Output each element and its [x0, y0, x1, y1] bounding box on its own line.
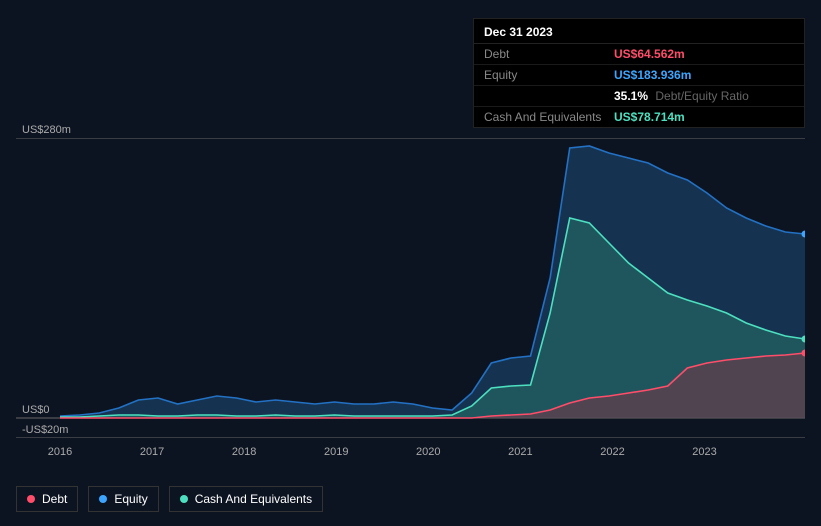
y-label-max: US$280m: [22, 124, 71, 136]
x-label: 2019: [324, 446, 348, 458]
circle-icon: [99, 495, 107, 503]
legend-label: Equity: [114, 492, 147, 506]
tooltip-label: Cash And Equivalents: [484, 110, 614, 124]
x-label: 2023: [692, 446, 716, 458]
circle-icon: [180, 495, 188, 503]
x-label: 2016: [48, 446, 72, 458]
chart-legend: Debt Equity Cash And Equivalents: [16, 486, 323, 512]
x-label: 2017: [140, 446, 164, 458]
tooltip-value: US$64.562m: [614, 47, 685, 61]
legend-label: Cash And Equivalents: [195, 492, 312, 506]
legend-item-cash[interactable]: Cash And Equivalents: [169, 486, 323, 512]
tooltip-label: Debt: [484, 47, 614, 61]
tooltip-ratio-pct: 35.1%: [614, 89, 648, 103]
circle-icon: [27, 495, 35, 503]
tooltip-value: US$78.714m: [614, 110, 685, 124]
tooltip-label: [484, 89, 614, 103]
x-label: 2018: [232, 446, 256, 458]
tooltip-row-equity: Equity US$183.936m: [474, 65, 804, 86]
legend-label: Debt: [42, 492, 67, 506]
tooltip-row-ratio: 35.1% Debt/Equity Ratio: [474, 86, 804, 107]
tooltip-date: Dec 31 2023: [474, 19, 804, 44]
tooltip-row-debt: Debt US$64.562m: [474, 44, 804, 65]
chart-plot[interactable]: [16, 138, 805, 438]
tooltip-ratio-label: Debt/Equity Ratio: [655, 89, 748, 103]
chart-tooltip: Dec 31 2023 Debt US$64.562m Equity US$18…: [473, 18, 805, 128]
x-label: 2020: [416, 446, 440, 458]
legend-item-equity[interactable]: Equity: [88, 486, 158, 512]
legend-item-debt[interactable]: Debt: [16, 486, 78, 512]
tooltip-row-cash: Cash And Equivalents US$78.714m: [474, 107, 804, 127]
tooltip-label: Equity: [484, 68, 614, 82]
x-label: 2022: [600, 446, 624, 458]
chart-area: US$280m US$0 -US$20m 2016201720182019202…: [16, 120, 805, 480]
x-label: 2021: [508, 446, 532, 458]
x-axis-labels: 2016 2017 2018 2019 2020 2021 2022 2023: [16, 446, 805, 466]
tooltip-value: US$183.936m: [614, 68, 691, 82]
